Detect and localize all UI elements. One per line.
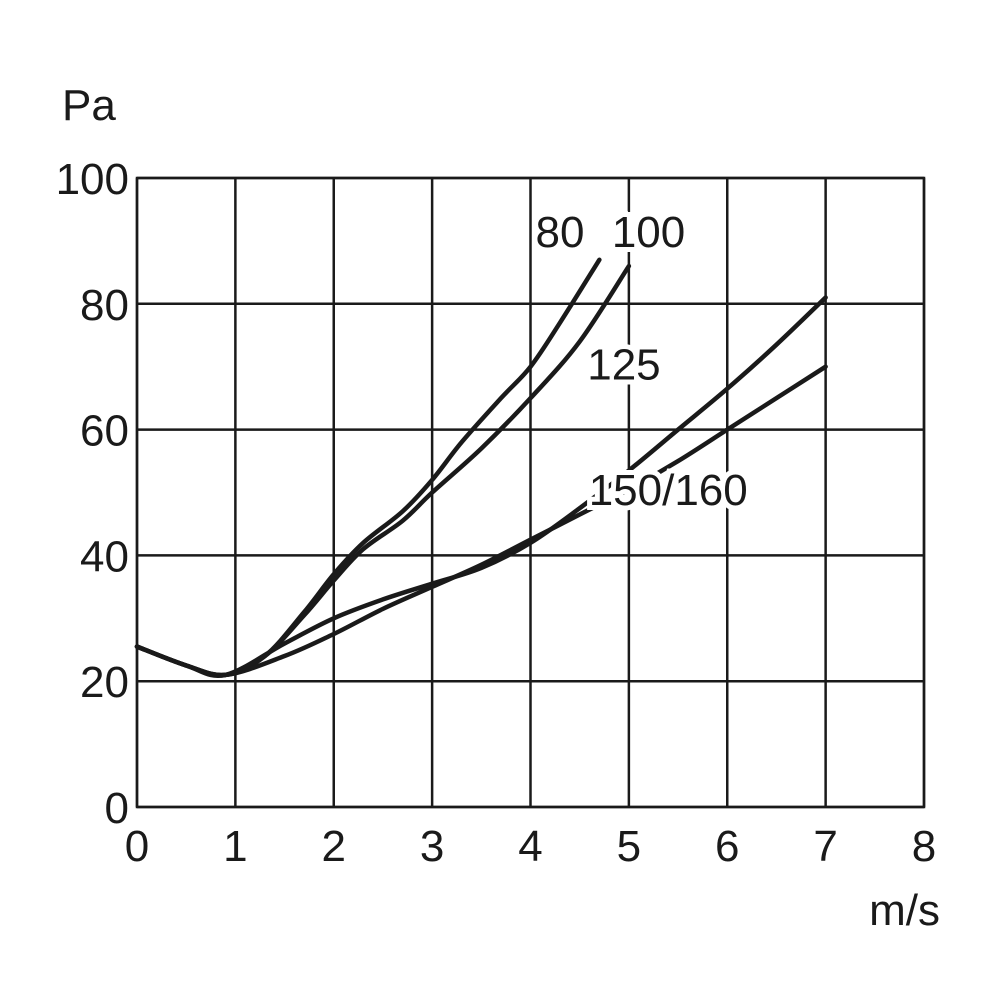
series-label-halo: 80: [536, 208, 585, 257]
series-label-halo: 125: [587, 340, 660, 389]
x-tick-label: 7: [813, 822, 837, 871]
series-label: 125: [587, 340, 660, 389]
x-tick-label: 6: [715, 822, 739, 871]
series-label: 100: [612, 208, 685, 257]
series-lines: [134, 257, 828, 679]
x-tick-labels: 0 1 2 3 4 5 6 7 8: [125, 822, 936, 871]
series-label-halo: 150/160: [589, 466, 748, 515]
x-tick-label: 8: [912, 822, 936, 871]
y-tick-label: 60: [80, 407, 129, 456]
series-line-2: [134, 295, 828, 679]
series-label: 80: [536, 208, 585, 257]
x-axis-label: m/s: [869, 886, 940, 935]
series-label-halo: 100: [612, 208, 685, 257]
x-tick-label: 0: [125, 822, 149, 871]
x-tick-label: 3: [420, 822, 444, 871]
grid: [135, 176, 926, 809]
y-tick-label: 0: [105, 784, 129, 833]
y-tick-label: 80: [80, 281, 129, 330]
series-label: 150/160: [589, 466, 748, 515]
y-tick-label: 40: [80, 532, 129, 581]
y-tick-label: 100: [56, 155, 129, 204]
y-tick-labels: 0 20 40 60 80 100: [56, 155, 129, 833]
y-axis-label: Pa: [62, 81, 116, 130]
x-tick-label: 2: [322, 822, 346, 871]
plot-frame: [135, 176, 926, 809]
x-tick-label: 5: [617, 822, 641, 871]
y-tick-label: 20: [80, 658, 129, 707]
series-line-3: [134, 364, 828, 678]
x-tick-label: 4: [518, 822, 542, 871]
x-tick-label: 1: [223, 822, 247, 871]
